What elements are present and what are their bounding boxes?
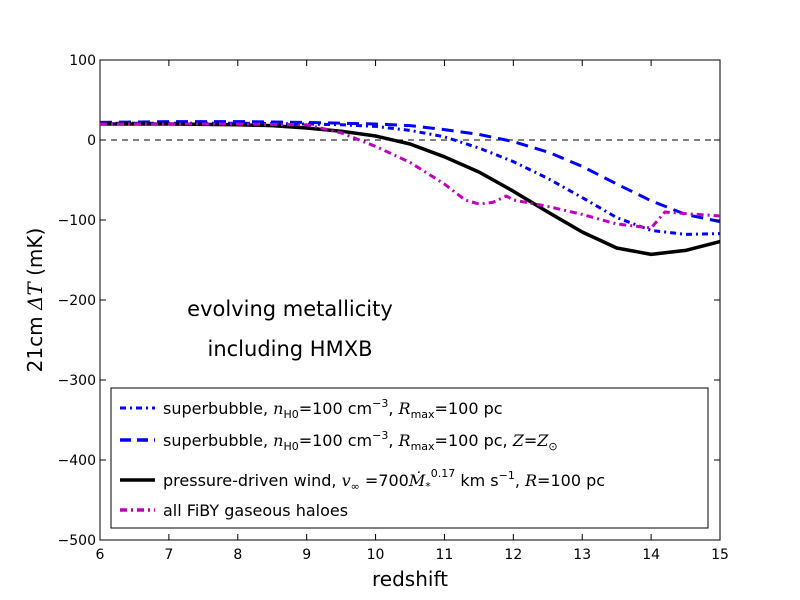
x-tick-label: 6 [96, 547, 105, 563]
x-tick-label: 10 [367, 547, 385, 563]
x-tick-label: 15 [711, 547, 729, 563]
legend-entry-superbubble: superbubble, nH0=100 cm−3, Rmax=100 pc [163, 397, 503, 421]
x-tick-label: 11 [436, 547, 454, 563]
series-layer [99, 120, 721, 257]
x-tick-label: 13 [573, 547, 591, 563]
legend-box [110, 387, 709, 529]
y-axis-label: 21cm ΔT (mK) [23, 228, 47, 373]
x-axis-label: redshift [372, 567, 448, 591]
series-pressure-driven-wind [100, 122, 721, 257]
legend-entry-wind: pressure-driven wind, v∞ =700Ṁ*0.17 km s… [163, 467, 605, 493]
y-tick-label: −300 [58, 373, 96, 389]
x-tick-label: 8 [233, 547, 242, 563]
tick-layer: 6 7 8 9 10 11 12 13 14 15 100 0 −100 −200 −300 −400 −500 [58, 53, 729, 563]
annotation-line-1: evolving metallicity [187, 297, 393, 321]
legend-entry-fiby: all FiBY gaseous haloes [163, 501, 348, 520]
y-tick-label: −500 [58, 533, 96, 549]
series-superbubble [100, 121, 721, 236]
y-tick-label: 0 [87, 133, 96, 149]
legend-entry-superbubble-solar: superbubble, nH0=100 cm−3, Rmax=100 pc, … [163, 429, 558, 453]
y-tick-label: 100 [69, 53, 96, 69]
x-tick-label: 12 [504, 547, 522, 563]
legend: superbubble, nH0=100 cm−3, Rmax=100 pc s… [110, 387, 709, 529]
x-tick-label: 9 [302, 547, 311, 563]
x-tick-label: 14 [642, 547, 660, 563]
y-tick-label: −100 [58, 213, 96, 229]
x-tick-label: 7 [164, 547, 173, 563]
annotation-line-2: including HMXB [207, 337, 372, 361]
y-tick-label: −400 [58, 453, 96, 469]
series-superbubble-solar [99, 120, 721, 224]
y-tick-label: −200 [58, 293, 96, 309]
